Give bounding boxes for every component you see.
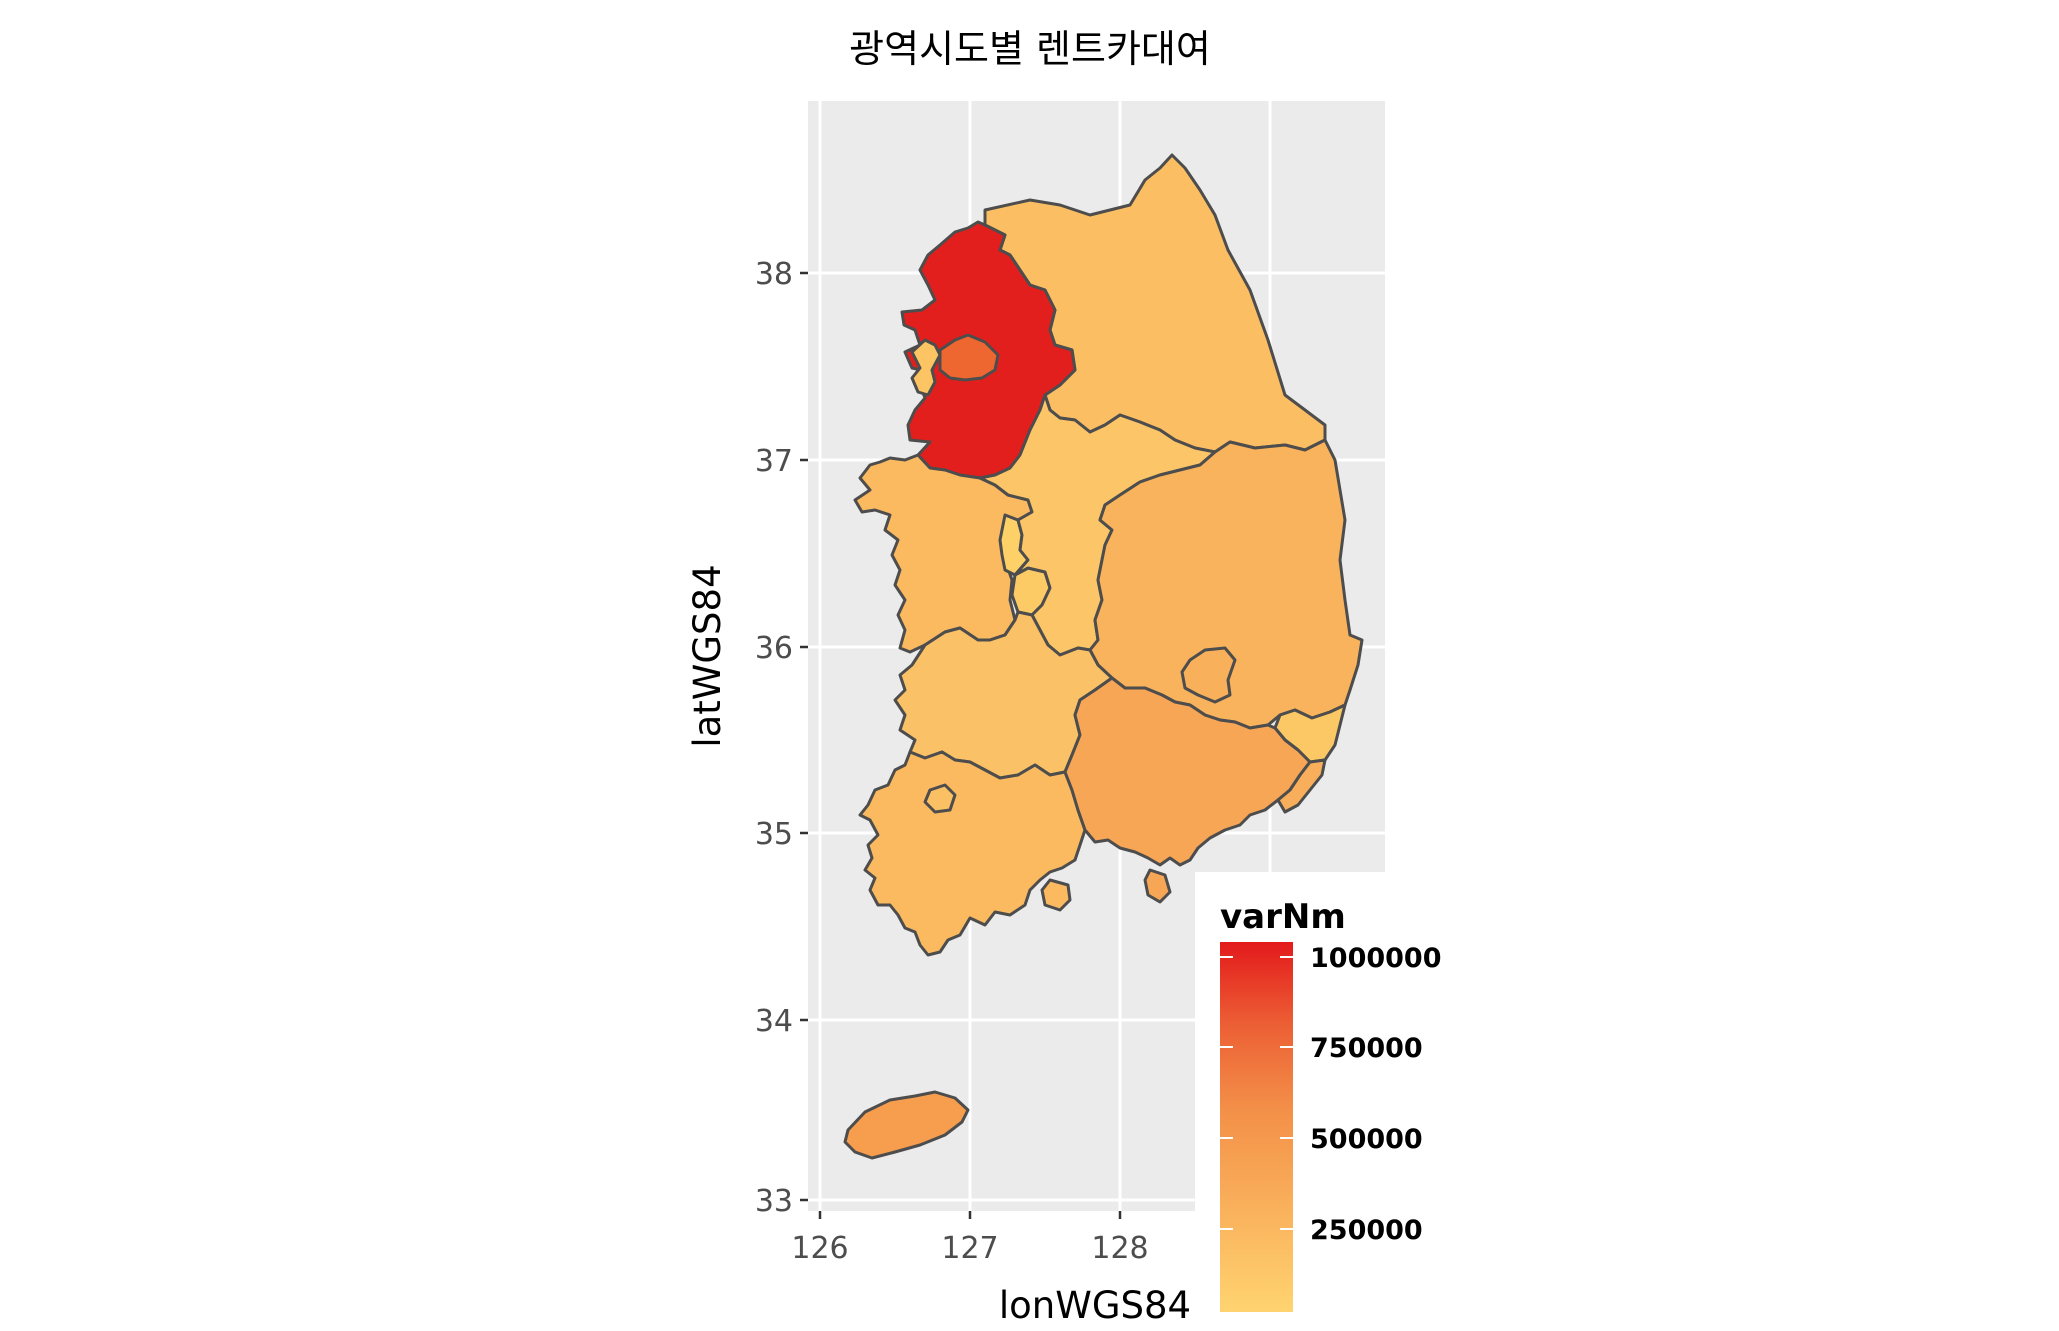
- region-jeju: [843, 1090, 970, 1160]
- x-axis-title: lonWGS84: [999, 1284, 1191, 1327]
- y-tick-labels: 38 37 36 35 34 33: [755, 257, 793, 1219]
- y-tick-label: 33: [755, 1184, 793, 1219]
- region-incheon: [910, 338, 942, 397]
- legend-title: varNm: [1220, 897, 1346, 937]
- region-jeonnam: [858, 750, 1087, 957]
- region-gwangju: [923, 783, 957, 814]
- map-regions: [843, 153, 1364, 1160]
- y-tick-label: 34: [755, 1004, 793, 1039]
- legend-colorbar: [1220, 942, 1293, 1312]
- legend-label: 250000: [1310, 1215, 1423, 1246]
- legend-label: 500000: [1310, 1124, 1423, 1155]
- x-tick-label: 128: [1091, 1231, 1148, 1266]
- legend-label: 750000: [1310, 1033, 1423, 1064]
- y-tick-label: 37: [755, 444, 793, 479]
- y-tick-label: 36: [755, 631, 793, 666]
- y-tick-label: 38: [755, 257, 793, 292]
- x-tick-label: 126: [791, 1231, 848, 1266]
- axis-ticks: [800, 271, 1122, 1219]
- region-gyeongnam: [1063, 676, 1312, 867]
- x-tick-labels: 126 127 128: [791, 1231, 1148, 1266]
- legend-label: 1000000: [1310, 943, 1442, 974]
- x-tick-label: 127: [941, 1231, 998, 1266]
- legend-labels: 1000000 750000 500000 250000: [1310, 943, 1442, 1246]
- plot-title: 광역시도별 렌트카대여: [849, 27, 1211, 71]
- region-geoje-island: [1143, 868, 1172, 904]
- region-seoul: [938, 333, 1000, 382]
- region-namhae-island: [1040, 878, 1072, 912]
- y-tick-label: 35: [755, 817, 793, 852]
- region-daegu: [1180, 646, 1237, 704]
- region-busan: [1276, 758, 1327, 814]
- legend-ticks: [1220, 956, 1293, 1230]
- y-axis-title: latWGS84: [686, 564, 729, 747]
